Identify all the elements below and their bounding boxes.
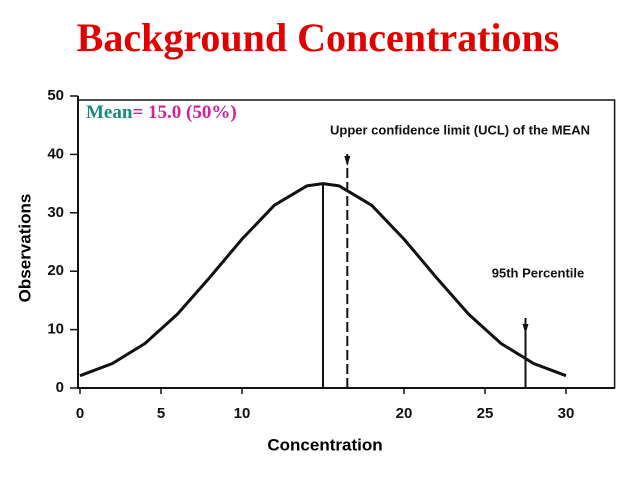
y-tick-label: 0 [56,379,64,396]
x-tick-label: 10 [234,405,251,422]
x-tick-label: 25 [477,405,494,422]
y-tick-label: 30 [47,204,64,221]
x-tick-label: 20 [396,405,413,422]
mean-value: = 15.0 (50%) [132,102,236,123]
data-line [79,182,567,378]
marker-arrow [522,324,529,334]
y-tick-label: 10 [47,321,64,338]
marker-arrow [344,156,351,166]
mean-word: Mean [86,102,133,123]
x-tick-label: 0 [76,405,84,422]
y-tick-label: 50 [47,87,64,104]
mean-annotation: Mean= 15.0 (50%) [86,102,237,123]
y-tick-label: 40 [47,145,64,162]
x-tick-label: 5 [157,405,165,422]
ucl-label: Upper confidence limit (UCL) of the MEAN [330,122,590,137]
p95-label: 95th Percentile [492,265,585,280]
x-axis-label: Concentration [267,435,382,454]
chart-title: Background Concentrations [77,15,560,60]
y-axis-label: Observations [15,194,34,303]
x-tick-label: 30 [558,405,575,422]
y-tick-label: 20 [47,262,64,279]
